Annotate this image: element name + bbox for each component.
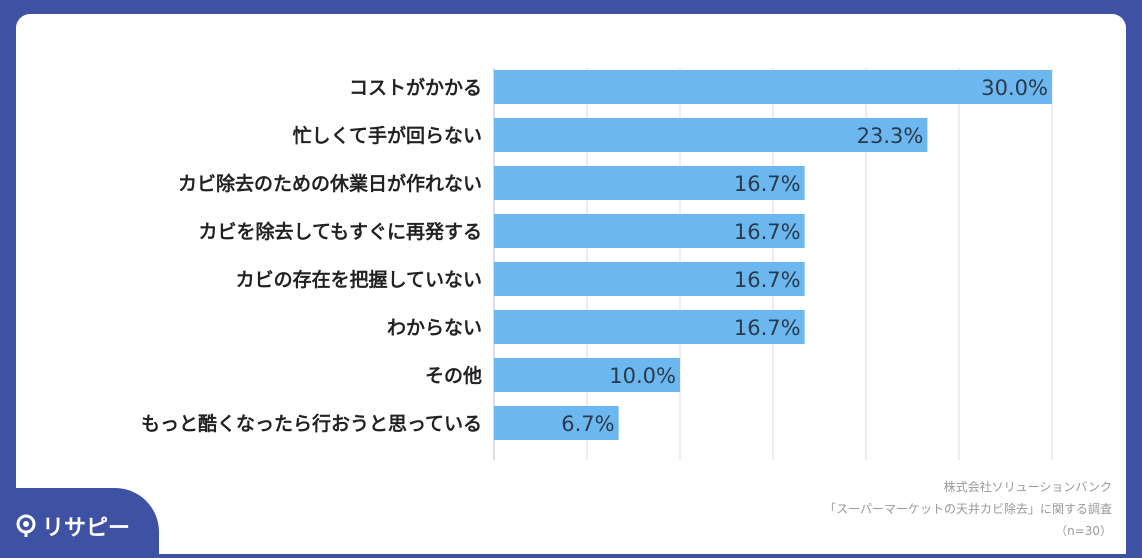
bar (494, 358, 680, 392)
data-label: 30.0% (981, 76, 1048, 100)
category-label: カビを除去してもすぐに再発する (199, 220, 482, 243)
source-sample-size: （n=30） (1055, 524, 1112, 538)
chart-card: コストがかかる 30.0% 忙しくて手が回らない 23.3% カビ除去のための休業日が作… (16, 14, 1126, 554)
data-label: 16.7% (734, 316, 801, 340)
category-label: コストがかかる (349, 76, 482, 99)
bar (494, 166, 805, 200)
logo-text: リサピー (42, 516, 131, 541)
category-label: わからない (387, 317, 482, 339)
bar (494, 118, 928, 152)
source-note: 株式会社ソリューションバンク 「スーパーマーケットの天井カビ除去」に関する調査 … (824, 476, 1112, 542)
source-company: 株式会社ソリューションバンク (943, 480, 1112, 494)
source-survey: 「スーパーマーケットの天井カビ除去」に関する調査 (824, 502, 1112, 516)
data-label: 16.7% (734, 220, 801, 244)
category-label: カビの存在を把握していない (236, 268, 482, 291)
data-label: 10.0% (609, 364, 676, 388)
bar (494, 214, 805, 248)
data-label: 23.3% (857, 124, 924, 148)
data-label: 16.7% (734, 172, 801, 196)
bar (494, 310, 805, 344)
bar (494, 70, 1052, 104)
bar-chart: コストがかかる 30.0% 忙しくて手が回らない 23.3% カビ除去のための休業日が作… (141, 68, 1053, 460)
category-label: カビ除去のための休業日が作れない (178, 172, 482, 195)
category-label: もっと酷くなったら行おうと思っている (141, 412, 482, 435)
bar (494, 406, 619, 440)
logo-mark-icon (16, 514, 36, 537)
data-label: 16.7% (734, 268, 801, 292)
brand-logo: リサピー (0, 488, 159, 558)
bar (494, 262, 805, 296)
category-label: 忙しくて手が回らない (293, 124, 482, 147)
category-label: その他 (425, 364, 482, 387)
data-label: 6.7% (561, 412, 614, 436)
